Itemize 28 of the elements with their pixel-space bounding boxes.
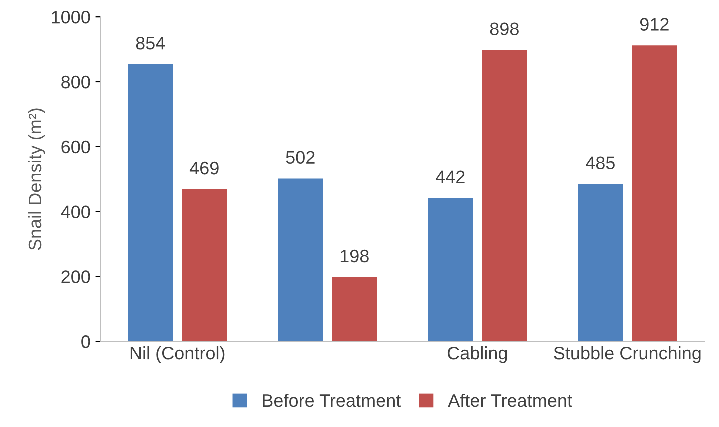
data-label: 442 xyxy=(436,170,465,184)
data-label: 485 xyxy=(586,156,615,170)
y-tick-label: 200 xyxy=(62,270,90,284)
y-tick-label: 800 xyxy=(62,76,90,89)
x-tick-label: Stubble Crunching xyxy=(554,346,701,364)
data-label: 198 xyxy=(340,250,369,263)
bar xyxy=(428,198,474,342)
legend-label: After Treatment xyxy=(448,394,572,408)
bar xyxy=(182,189,228,342)
y-tick-label: 400 xyxy=(61,206,90,219)
bar xyxy=(278,178,324,342)
x-tick-label: Nil (Control) xyxy=(130,346,225,364)
data-label: 912 xyxy=(640,18,669,31)
bar xyxy=(482,50,528,342)
bar xyxy=(578,184,624,342)
data-label: 469 xyxy=(190,162,219,175)
y-tick-label: 1000 xyxy=(52,11,90,24)
legend-label: Before Treatment xyxy=(263,394,402,408)
bar xyxy=(332,277,378,342)
y-axis-title: Snail Density (m²) xyxy=(28,108,46,250)
data-label: 502 xyxy=(286,151,315,164)
bar xyxy=(632,46,678,342)
y-tick-label: 600 xyxy=(62,140,90,154)
bar xyxy=(128,64,174,342)
y-tick-label: 0 xyxy=(82,336,90,348)
data-label: 854 xyxy=(136,36,166,50)
x-tick-label: Cabling xyxy=(448,346,508,364)
data-label: 898 xyxy=(490,22,519,36)
